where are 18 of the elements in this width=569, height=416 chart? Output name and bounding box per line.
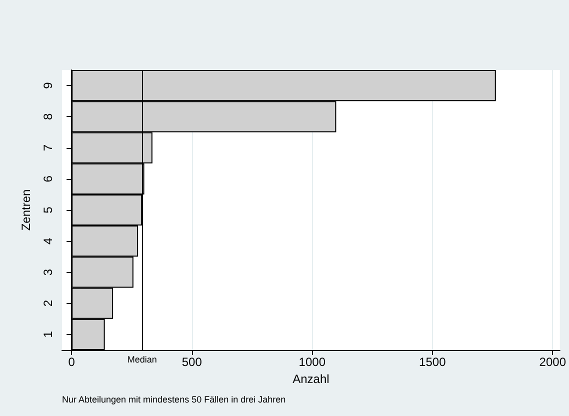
y-tick-label: 2 <box>41 300 55 307</box>
y-tick-label: 3 <box>41 268 55 276</box>
x-tick-label: 1500 <box>419 355 446 369</box>
y-tick-label: 6 <box>41 175 55 182</box>
x-tick-label: 500 <box>182 355 202 369</box>
y-tick-label: 7 <box>41 144 55 152</box>
y-tick-label: 8 <box>41 113 55 120</box>
ref-line-label: Median <box>127 354 157 364</box>
x-tick-label: 0 <box>68 355 76 369</box>
y-tick-label: 4 <box>41 237 55 244</box>
y-tick-label: 9 <box>41 82 55 89</box>
y-tick-label: 1 <box>41 330 55 338</box>
text: Nur Abteilungen mit mindestens 50 Fällen in drei Jahren <box>62 394 286 404</box>
y-axis-title: Zentren <box>19 189 33 231</box>
x-tick-label: 2000 <box>539 355 566 369</box>
x-axis-title: Anzahl <box>292 372 330 386</box>
x-tick-label: 1000 <box>298 355 326 369</box>
y-tick-label: 5 <box>41 206 55 214</box>
